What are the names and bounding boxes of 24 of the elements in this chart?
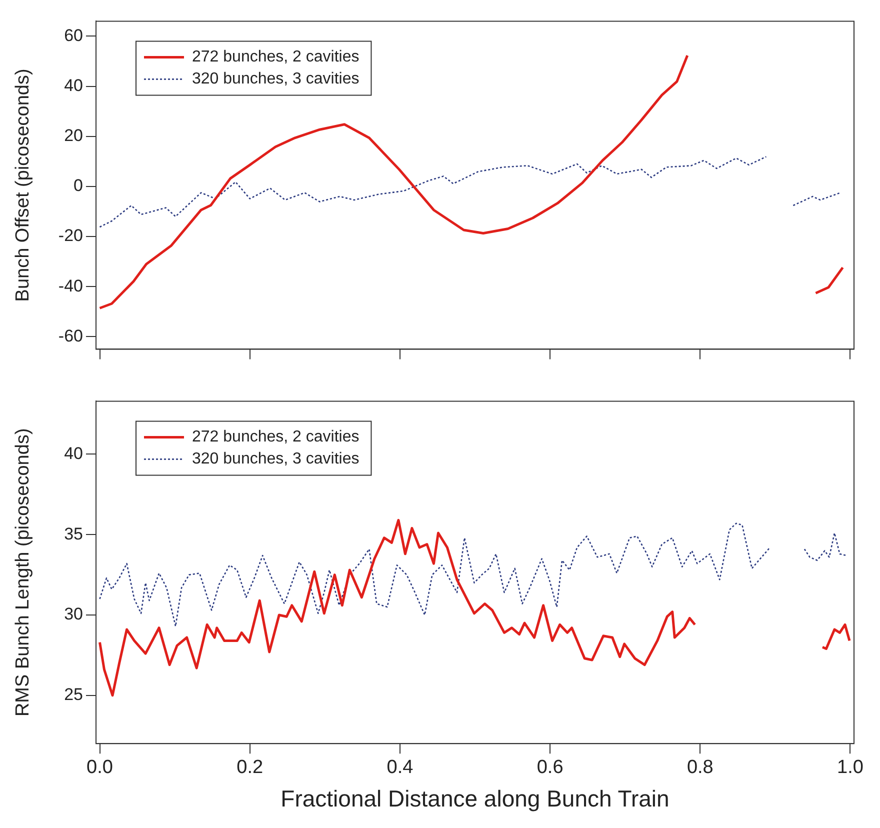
x-tick-label: 0.8 (686, 757, 714, 778)
y-tick-label: 40 (64, 76, 83, 95)
legend-label: 320 bunches, 3 cavities (192, 70, 360, 88)
y-tick-label: 40 (64, 444, 83, 463)
y-axis-title: Bunch Offset (picoseconds) (12, 68, 34, 302)
legend-label: 272 bunches, 2 cavities (192, 48, 360, 66)
y-axis-title: RMS Bunch Length (picoseconds) (12, 428, 34, 717)
legend-label: 272 bunches, 2 cavities (192, 428, 360, 446)
x-tick-label: 0.6 (536, 757, 564, 778)
y-tick-label: 60 (64, 26, 83, 45)
y-tick-label: 25 (64, 685, 83, 704)
legend-label: 320 bunches, 3 cavities (192, 450, 360, 468)
y-tick-label: -20 (58, 226, 83, 246)
y-tick-label: -40 (58, 276, 83, 296)
x-axis-title: Fractional Distance along Bunch Train (280, 786, 670, 812)
y-tick-label: 35 (64, 524, 83, 544)
y-tick-label: 20 (64, 126, 83, 146)
y-tick-label: -60 (58, 326, 83, 346)
x-tick-label: 0.4 (386, 757, 414, 778)
x-tick-label: 0.2 (236, 757, 264, 778)
y-tick-label: 0 (74, 176, 83, 196)
x-tick-label: 0.0 (86, 757, 113, 778)
x-tick-label: 1.0 (837, 757, 864, 778)
y-tick-label: 30 (64, 604, 83, 624)
